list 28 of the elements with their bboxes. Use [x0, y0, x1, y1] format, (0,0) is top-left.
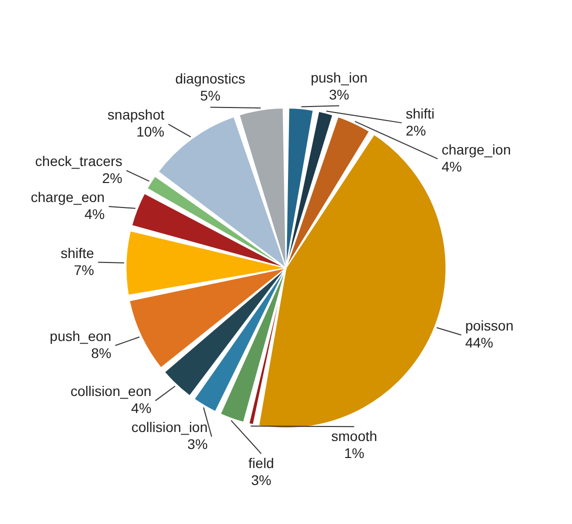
- slice-label: collision_eon: [70, 383, 152, 400]
- data-label: 8%: [91, 344, 112, 361]
- data-label: 10%: [136, 124, 164, 140]
- slice-label: push_ion: [310, 69, 368, 86]
- data-label: 7%: [74, 262, 94, 278]
- data-label: 4%: [84, 206, 105, 222]
- slice-label: shifte: [60, 244, 94, 261]
- slice-label: charge_ion: [442, 141, 511, 158]
- data-label: 2%: [406, 122, 426, 138]
- slice-label: snapshot: [108, 106, 164, 123]
- data-label: 4%: [131, 400, 152, 416]
- slice-label: check_tracers: [35, 152, 122, 169]
- data-label: 4%: [442, 158, 462, 174]
- data-label: 3%: [329, 86, 350, 102]
- data-label: 1%: [344, 445, 364, 462]
- data-label: 2%: [102, 170, 122, 186]
- slice-label: diagnostics: [175, 70, 246, 87]
- data-label: 44%: [465, 334, 494, 350]
- data-label: 5%: [200, 88, 220, 104]
- slice-label: smooth: [331, 428, 378, 444]
- data-label: 3%: [251, 472, 272, 488]
- slice-label: field: [248, 455, 274, 472]
- data-label: 3%: [187, 436, 208, 452]
- slice-label: collision_ion: [131, 419, 208, 436]
- slice-label: poisson: [465, 318, 514, 334]
- slice-label: push_eon: [50, 328, 112, 344]
- slice-label: charge_eon: [30, 188, 105, 205]
- slice-label: shifti: [406, 105, 435, 122]
